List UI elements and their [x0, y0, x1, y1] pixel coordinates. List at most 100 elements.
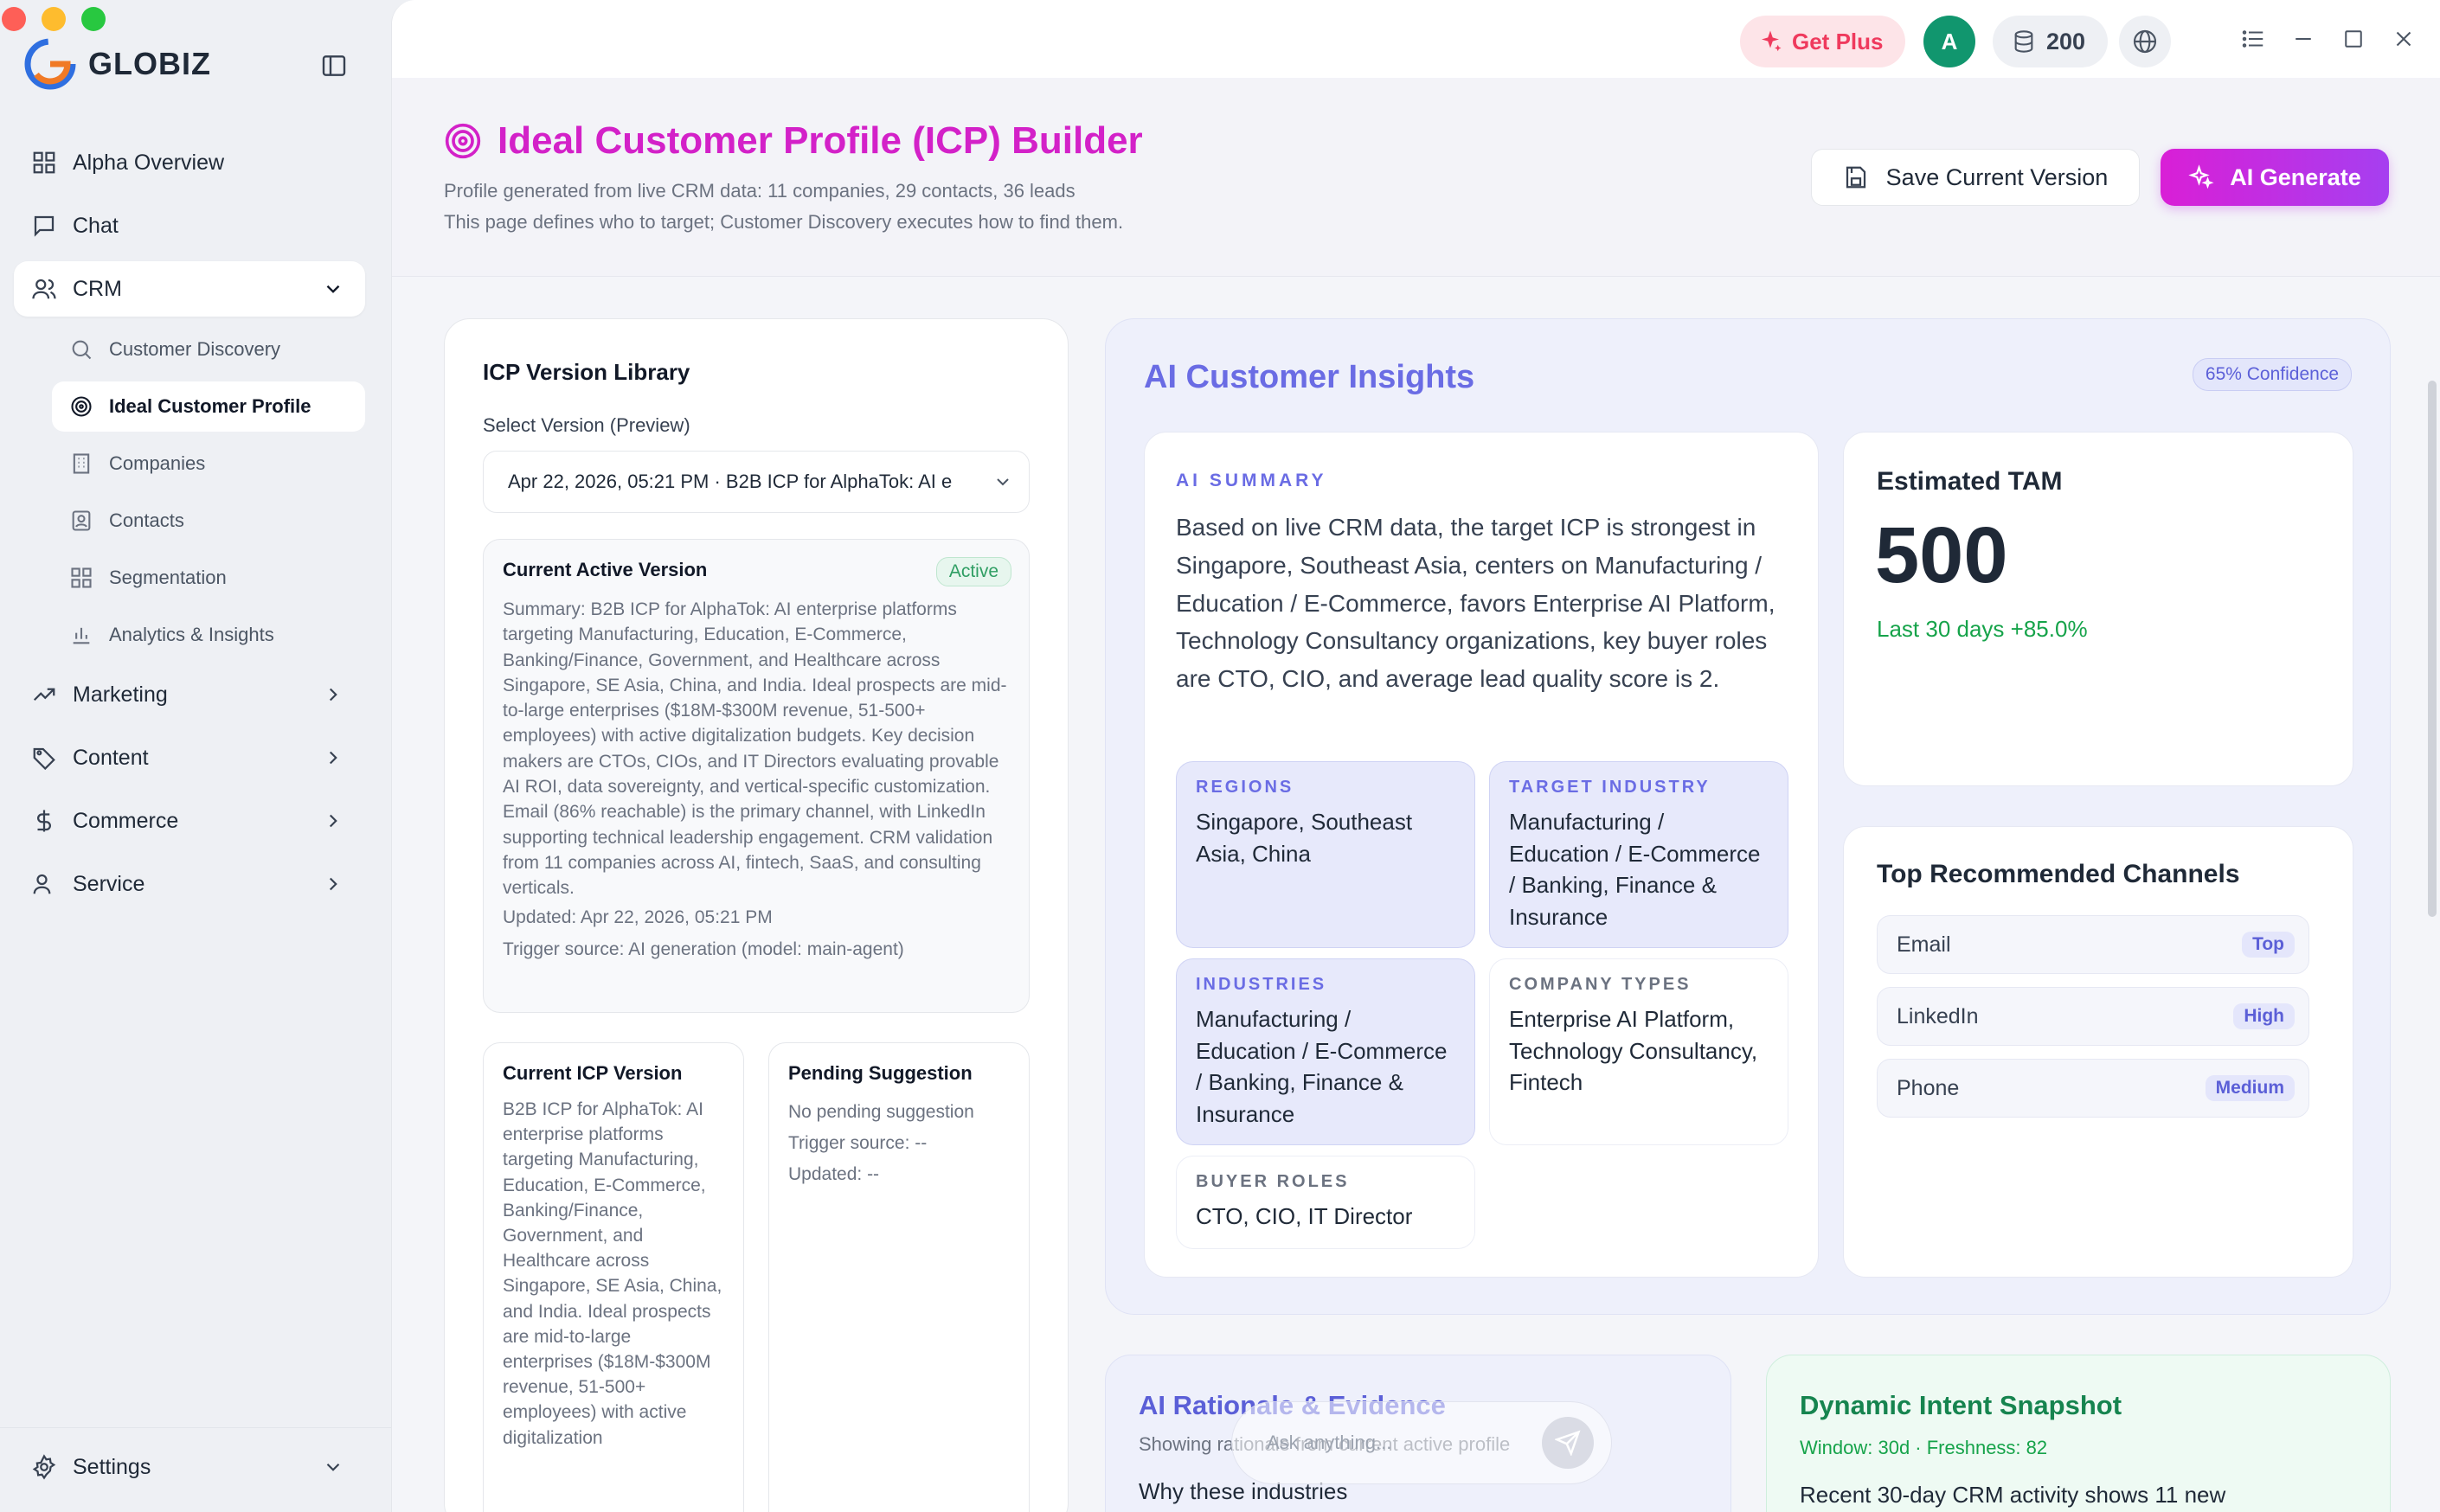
active-version-updated: Updated: Apr 22, 2026, 05:21 PM [503, 907, 773, 927]
close-icon [2396, 31, 2411, 47]
sidebar-item-ideal-customer-profile[interactable]: Ideal Customer Profile [52, 381, 365, 432]
database-icon [2014, 30, 2033, 53]
buyer-roles-tile: BUYER ROLES CTO, CIO, IT Director [1176, 1156, 1475, 1249]
channel-row-email[interactable]: Email Top [1877, 915, 2309, 974]
sidebar-item-label: Settings [73, 1454, 151, 1479]
regions-tile: REGIONS Singapore, Southeast Asia, China [1176, 761, 1475, 948]
sidebar-nav: Alpha Overview Chat CRM Customer Discove… [14, 135, 365, 919]
sidebar-item-service[interactable]: Service [14, 856, 365, 912]
active-version-box: Current Active Version Active Summary: B… [483, 539, 1030, 1013]
sidebar-item-alpha-overview[interactable]: Alpha Overview [14, 135, 365, 190]
minimize-button[interactable] [2290, 26, 2316, 52]
chevron-down-icon [326, 285, 340, 293]
company-types-tile: COMPANY TYPES Enterprise AI Platform, Te… [1489, 958, 1788, 1145]
chevron-right-icon [329, 688, 337, 702]
tag-icon [33, 747, 55, 771]
page-title: Ideal Customer Profile (ICP) Builder [444, 119, 1143, 163]
sidebar-item-commerce[interactable]: Commerce [14, 793, 365, 849]
sidebar-item-settings[interactable]: Settings [14, 1439, 365, 1495]
sidebar-item-customer-discovery[interactable]: Customer Discovery [52, 324, 365, 375]
language-button[interactable] [2119, 16, 2171, 67]
target-industry-label: TARGET INDUSTRY [1509, 778, 1711, 797]
version-select[interactable]: Apr 22, 2026, 05:21 PM · B2B ICP for Alp… [483, 451, 1030, 513]
credits-badge[interactable]: 200 [1993, 16, 2109, 67]
chevron-right-icon [329, 814, 337, 828]
channel-name: Email [1897, 932, 1951, 957]
sidebar-item-label: Companies [109, 452, 206, 474]
company-types-label: COMPANY TYPES [1509, 975, 1692, 994]
sidebar: GLOBIZ Alpha Overview Chat CRM Customer … [0, 0, 391, 1512]
sidebar-collapse-icon[interactable] [320, 52, 348, 80]
sidebar-item-contacts[interactable]: Contacts [52, 496, 365, 546]
save-version-button[interactable]: Save Current Version [1811, 149, 2140, 206]
chat-input[interactable]: Ask anything... [1231, 1401, 1612, 1484]
industries-value: Manufacturing / Education / E-Commerce /… [1196, 1006, 1448, 1127]
user-icon [33, 874, 51, 894]
pending-updated: Updated: -- [788, 1164, 880, 1184]
chat-icon [34, 215, 55, 237]
close-button[interactable] [2391, 26, 2417, 52]
menu-list-button[interactable] [2240, 26, 2266, 52]
sidebar-item-label: Service [73, 871, 145, 896]
send-button[interactable] [1542, 1417, 1594, 1469]
ai-customer-insights: AI Customer Insights 65% Confidence AI S… [1105, 318, 2391, 1315]
estimated-tam-card: Estimated TAM 500 Last 30 days +85.0% [1843, 432, 2353, 786]
sidebar-item-segmentation[interactable]: Segmentation [52, 553, 365, 603]
target-icon [71, 396, 92, 417]
sidebar-item-marketing[interactable]: Marketing [14, 667, 365, 722]
contact-icon [72, 510, 91, 531]
ai-generate-label: AI Generate [2230, 163, 2361, 190]
globiz-logo-icon [24, 38, 76, 90]
active-version-trigger: Trigger source: AI generation (model: ma… [503, 939, 904, 959]
tam-label: Estimated TAM [1877, 467, 2063, 496]
current-icp-version-box: Current ICP Version B2B ICP for AlphaTok… [483, 1042, 744, 1512]
target-industry-value: Manufacturing / Education / E-Commerce /… [1509, 809, 1761, 930]
chevron-down-icon [326, 1463, 340, 1471]
sparkle-icon [1762, 30, 1782, 52]
tam-delta: Last 30 days +85.0% [1877, 616, 2088, 642]
main-panel: Get Plus A 200 Ideal Customer Profile (I… [391, 0, 2440, 1512]
scrollbar[interactable] [2428, 381, 2437, 917]
bar-chart-icon [73, 627, 90, 644]
sidebar-item-companies[interactable]: Companies [52, 439, 365, 489]
sidebar-item-label: Contacts [109, 509, 184, 531]
sidebar-item-crm[interactable]: CRM [14, 261, 365, 317]
sidebar-bottom: Settings [14, 1439, 365, 1502]
channel-row-linkedin[interactable]: LinkedIn High [1877, 987, 2309, 1046]
sidebar-item-analytics[interactable]: Analytics & Insights [52, 610, 365, 660]
building-icon [73, 453, 90, 474]
pending-status: No pending suggestion [788, 1102, 974, 1122]
current-icp-heading: Current ICP Version [503, 1062, 683, 1084]
channel-badge: Medium [2205, 1075, 2295, 1101]
dynamic-intent-text: Recent 30-day CRM activity shows 11 new [1800, 1482, 2226, 1508]
sidebar-item-chat[interactable]: Chat [14, 198, 365, 253]
brand[interactable]: GLOBIZ [24, 38, 211, 90]
window-minimize-dot[interactable] [42, 7, 66, 31]
channel-row-phone[interactable]: Phone Medium [1877, 1059, 2309, 1118]
maximize-icon [2345, 30, 2362, 48]
library-title: ICP Version Library [483, 359, 690, 385]
avatar[interactable]: A [1923, 16, 1975, 67]
channel-badge: High [2233, 1003, 2295, 1029]
window-zoom-dot[interactable] [81, 7, 106, 31]
grid-icon [33, 151, 55, 174]
sidebar-item-content[interactable]: Content [14, 730, 365, 785]
sidebar-item-label: CRM [73, 276, 122, 301]
ai-generate-button[interactable]: AI Generate [2161, 149, 2389, 206]
dynamic-intent-meta: Window: 30d · Freshness: 82 [1800, 1437, 2048, 1458]
send-icon [1555, 1430, 1581, 1456]
page-header: Ideal Customer Profile (ICP) Builder Pro… [392, 78, 2440, 277]
page-subtitle-1: Profile generated from live CRM data: 11… [444, 180, 1076, 202]
industries-label: INDUSTRIES [1196, 975, 1327, 994]
maximize-button[interactable] [2340, 26, 2366, 52]
gear-icon [32, 1454, 56, 1480]
target-industry-tile: TARGET INDUSTRY Manufacturing / Educatio… [1489, 761, 1788, 948]
get-plus-button[interactable]: Get Plus [1740, 16, 1906, 67]
chat-input-placeholder: Ask anything... [1267, 1432, 1392, 1453]
sparkles-icon [2188, 164, 2214, 189]
ai-summary-text: Based on live CRM data, the target ICP i… [1176, 514, 1775, 693]
window-close-dot[interactable] [2, 7, 26, 31]
active-version-heading: Current Active Version [503, 559, 708, 580]
company-types-value: Enterprise AI Platform, Technology Consu… [1509, 1006, 1758, 1095]
dynamic-intent-title: Dynamic Intent Snapshot [1800, 1390, 2122, 1420]
